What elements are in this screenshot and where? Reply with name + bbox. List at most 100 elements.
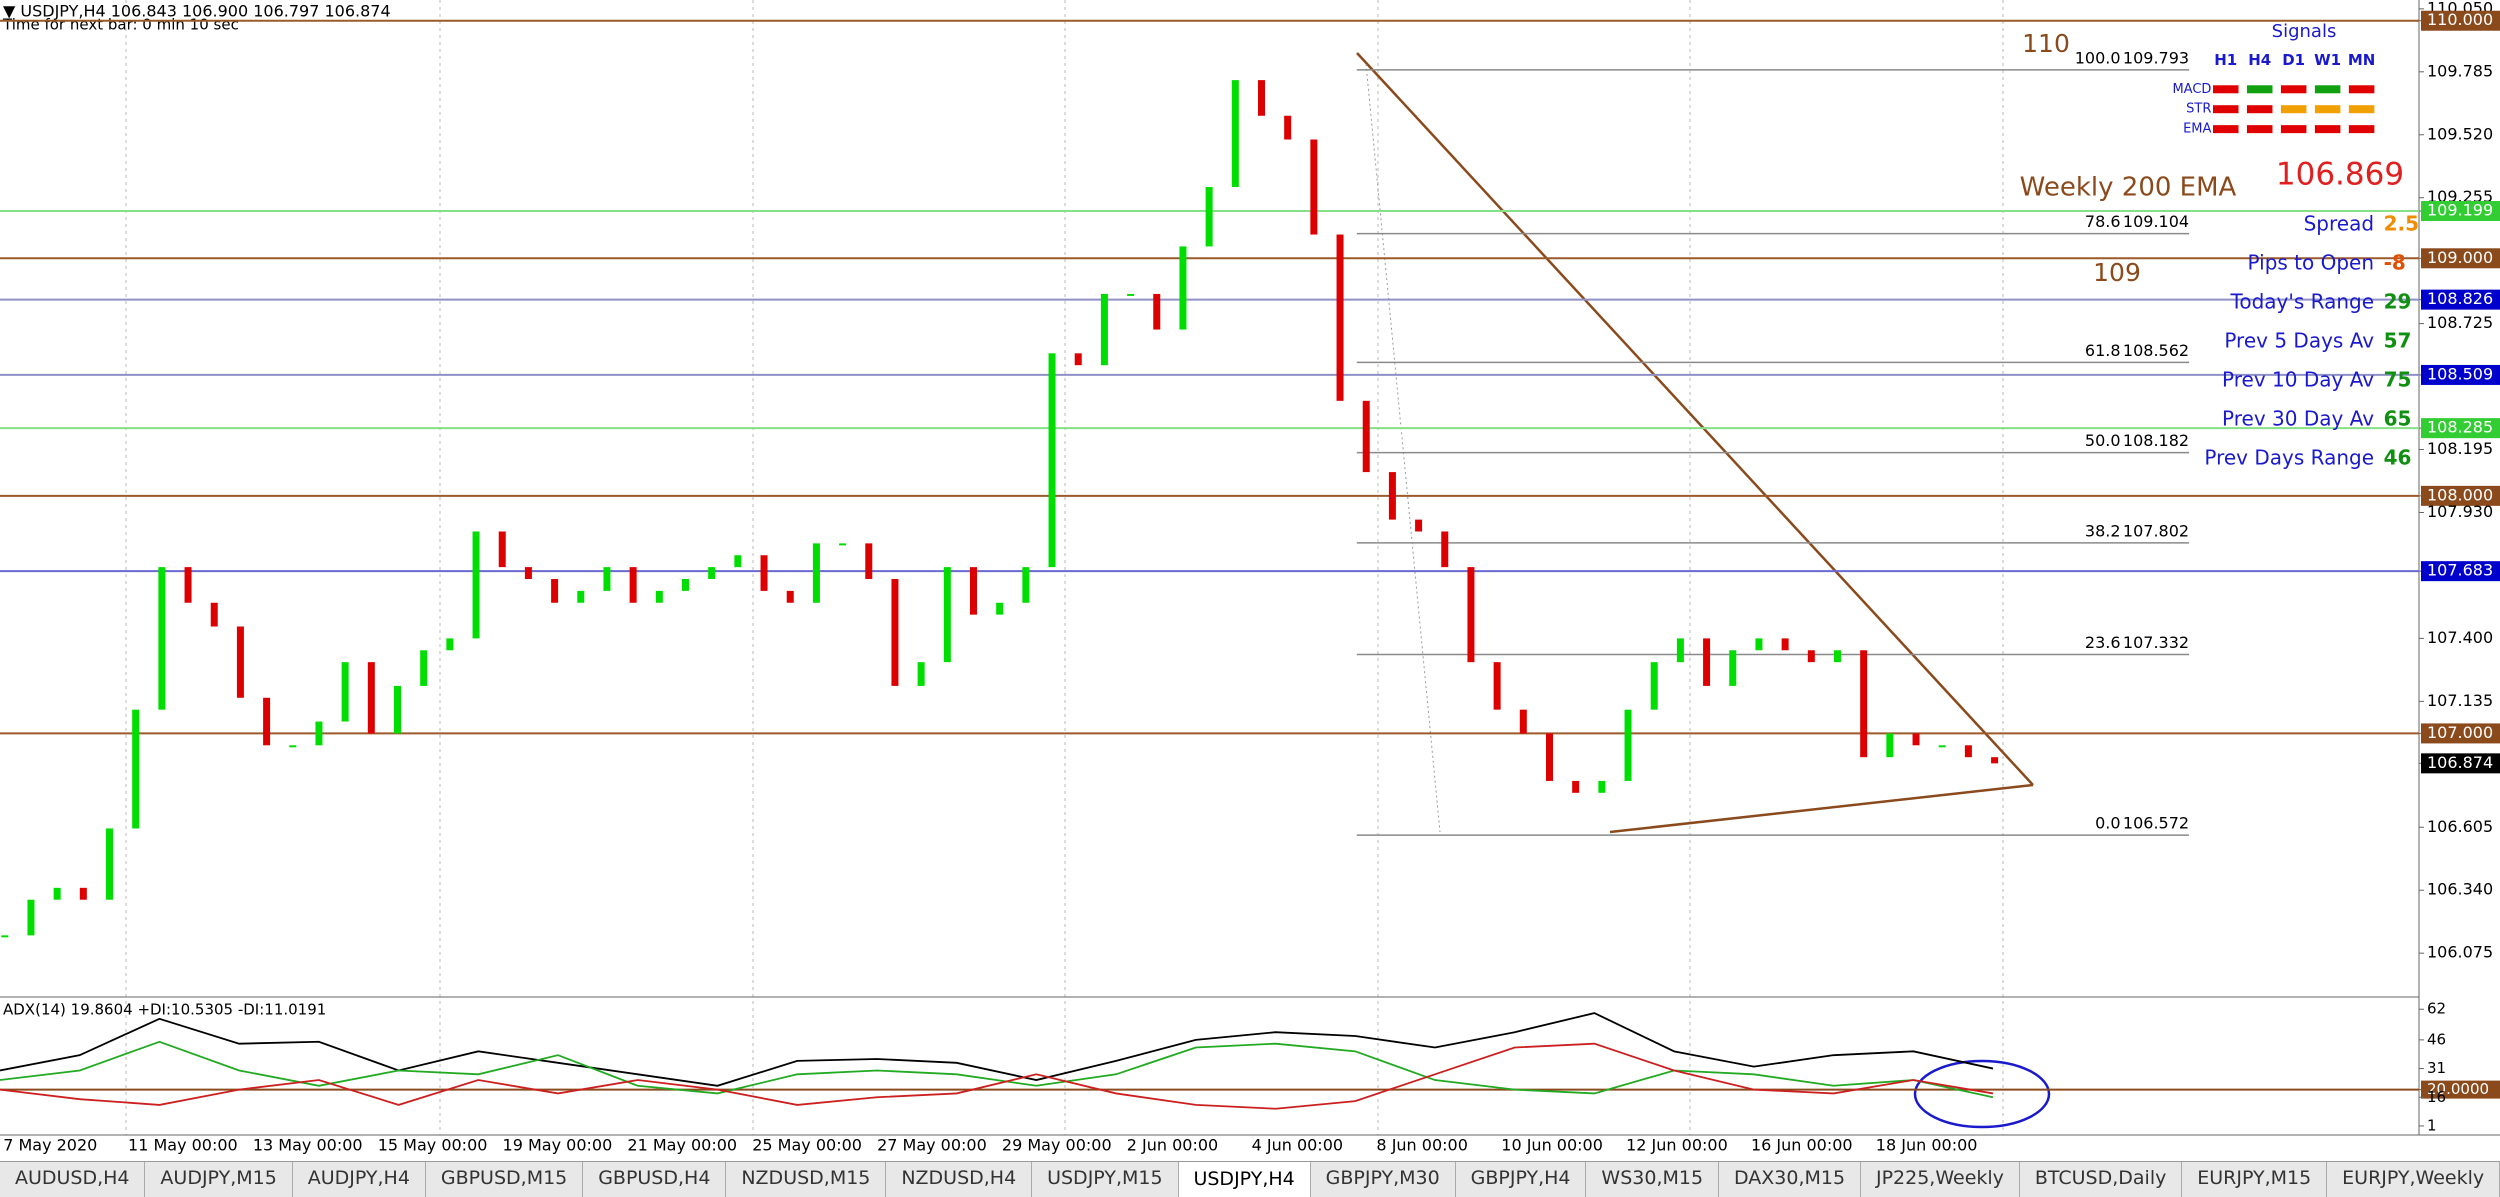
chart-tab[interactable]: AUDJPY,H4 [293, 1162, 426, 1197]
chart-tab[interactable]: BTCUSD,Daily [2020, 1162, 2183, 1197]
stat-value: -8 [2384, 250, 2406, 274]
chart-tab[interactable]: USDJPY,M15 [1032, 1162, 1179, 1197]
chart-tab[interactable]: AUDUSD,H4 [0, 1162, 146, 1197]
candle [132, 709, 140, 829]
candle [53, 887, 61, 900]
stat-label: Prev 30 Day Av [2222, 407, 2374, 431]
signal-cell [2314, 125, 2341, 134]
candle [1284, 115, 1292, 140]
stat-label: Today's Range [2230, 289, 2375, 313]
chart-tab[interactable]: NZDUSD,M15 [726, 1162, 887, 1197]
candle [734, 555, 742, 568]
price-label: 106.075 [2427, 943, 2493, 962]
signal-cell [2213, 85, 2239, 94]
date-label: 25 May 00:00 [752, 1136, 862, 1155]
chart-tab[interactable]: GBPUSD,M15 [426, 1162, 584, 1197]
candle [708, 567, 716, 580]
signal-column: H1 [2214, 51, 2237, 69]
signal-column: MN [2348, 51, 2375, 69]
candle [1100, 293, 1108, 366]
grid [125, 0, 2004, 1135]
candle [1257, 80, 1265, 116]
date-label: 8 Jun 00:00 [1376, 1136, 1467, 1155]
signal-column: D1 [2282, 51, 2305, 69]
candle [106, 828, 114, 900]
date-label: 16 Jun 00:00 [1751, 1136, 1853, 1155]
fib-ratio: 78.6 [2085, 212, 2121, 231]
candle [263, 697, 271, 746]
candle [1441, 531, 1449, 568]
adx-title: ADX(14) 19.8604 +DI:10.5305 -DI:11.0191 [3, 1001, 326, 1019]
candle [1022, 567, 1030, 603]
chart-tab[interactable]: GBPJPY,M30 [1311, 1162, 1456, 1197]
fib-ratio: 100.0 [2075, 48, 2121, 67]
candle [341, 662, 349, 722]
candle [1467, 567, 1475, 663]
stat-label: Prev 5 Days Av [2224, 328, 2374, 352]
annotation: Weekly 200 EMA [2020, 173, 2237, 203]
candle [1860, 650, 1868, 758]
signal-row: EMA [2183, 122, 2211, 137]
chart-tab[interactable]: JP225,Weekly [1861, 1162, 2020, 1197]
adx-line [0, 1042, 1994, 1110]
signal-cell [2213, 125, 2239, 134]
chart-tab[interactable]: WS30,M15 [1586, 1162, 1720, 1197]
candle [315, 721, 323, 746]
price-label-bg [2421, 753, 2500, 774]
signal-cell [2348, 125, 2375, 134]
price-label: 108.000 [2427, 485, 2493, 504]
candle [812, 543, 820, 603]
chart-tab[interactable]: AUDJPY,M15 [145, 1162, 293, 1197]
stat-value: 29 [2384, 289, 2412, 313]
fib-price: 108.562 [2123, 341, 2189, 360]
fib-price: 108.182 [2123, 431, 2189, 450]
candle [1755, 638, 1763, 651]
chart-tab[interactable]: NZDUSD,H4 [886, 1162, 1033, 1197]
candle [1833, 650, 1841, 663]
fib-ratio: 38.2 [2085, 521, 2121, 540]
fib-price: 109.104 [2123, 212, 2189, 231]
candle [1807, 650, 1815, 663]
stat-value: 2.5 [2384, 211, 2419, 235]
candle [79, 887, 87, 900]
adx-label: 20.0000 [2427, 1080, 2489, 1098]
chart-tab[interactable]: DAX30,M15 [1719, 1162, 1862, 1197]
candle [498, 531, 506, 568]
candle [1415, 519, 1423, 532]
date-label: 7 May 2020 [3, 1136, 97, 1155]
candle [1886, 733, 1894, 758]
candle [1676, 638, 1684, 663]
price-label: 108.826 [2427, 289, 2493, 308]
candle [420, 650, 428, 686]
chart-tab[interactable]: USDJPY,H4 [1178, 1162, 1311, 1197]
candle [1729, 650, 1737, 686]
candle [1179, 246, 1187, 330]
chart-tab[interactable]: EURJPY,Weekly [2327, 1162, 2500, 1197]
adx-label: 16 [2427, 1088, 2446, 1106]
candle [524, 567, 532, 580]
signal-column: W1 [2314, 51, 2341, 69]
price-label: 109.520 [2427, 124, 2493, 143]
candle [603, 567, 611, 591]
stat-label: Pips to Open [2248, 250, 2375, 274]
date-label: 29 May 00:00 [1002, 1136, 1112, 1155]
candle [1310, 139, 1318, 235]
price-label: 108.509 [2427, 364, 2493, 383]
chart-tab[interactable]: GBPJPY,H4 [1456, 1162, 1587, 1197]
signal-cell [2280, 85, 2307, 94]
candle [1545, 733, 1553, 781]
chart-tab[interactable]: GBPUSD,H4 [583, 1162, 727, 1197]
candle [1493, 662, 1501, 710]
fib-price: 107.802 [2123, 521, 2189, 540]
price-label-bg [2421, 418, 2500, 439]
chart-tab[interactable]: EURJPY,M15 [2182, 1162, 2328, 1197]
candle [1074, 353, 1082, 366]
candle [865, 543, 873, 580]
date-label: 21 May 00:00 [627, 1136, 737, 1155]
price-label: 109.199 [2427, 201, 2493, 220]
stat-value: 65 [2384, 407, 2412, 431]
stat-label: Spread [2304, 211, 2374, 235]
stat-value: 46 [2384, 446, 2412, 470]
candle [760, 555, 768, 591]
candle [1938, 745, 1946, 748]
